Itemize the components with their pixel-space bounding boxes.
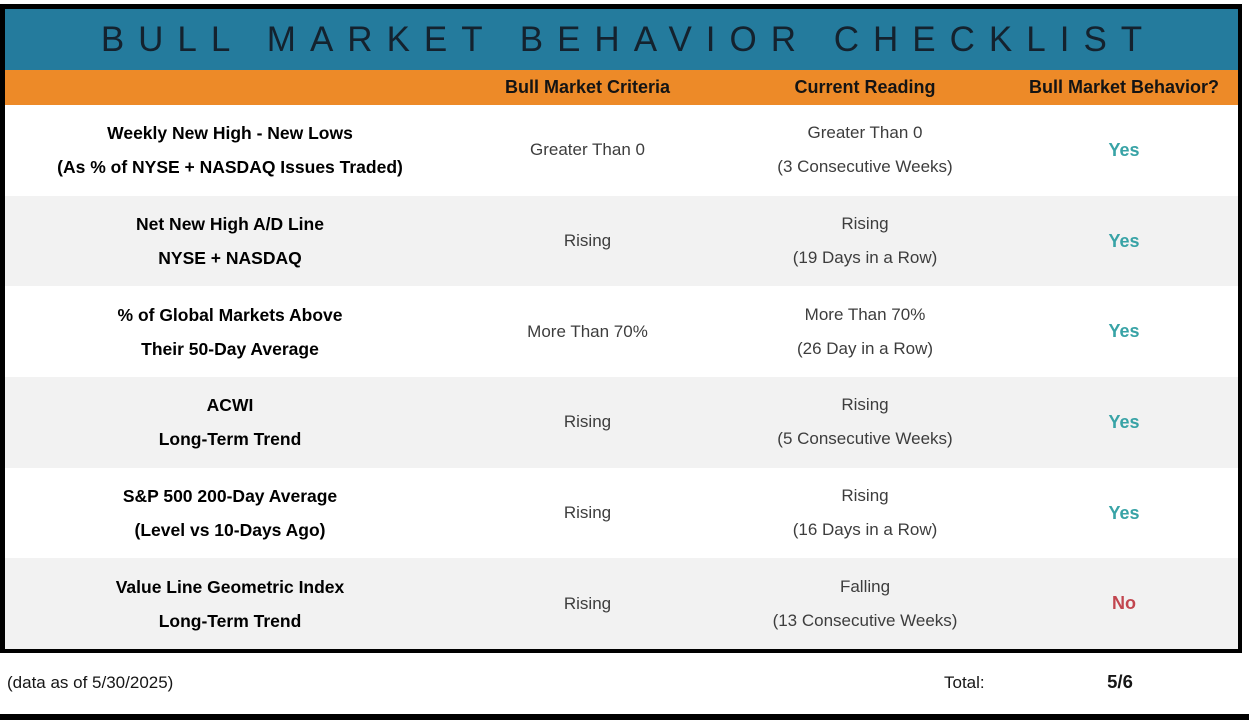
reading-line-1: Greater Than 0 xyxy=(807,123,923,143)
title-band: BULL MARKET BEHAVIOR CHECKLIST xyxy=(5,9,1238,70)
behavior-cell: Yes xyxy=(1010,196,1238,287)
behavior-cell: Yes xyxy=(1010,286,1238,377)
table-body: Weekly New High - New Lows (As % of NYSE… xyxy=(5,105,1238,650)
indicator-line-1: S&P 500 200-Day Average xyxy=(122,486,338,507)
table-row: % of Global Markets Above Their 50-Day A… xyxy=(5,286,1238,378)
criteria-value: Rising xyxy=(563,503,612,523)
behavior-value: Yes xyxy=(1108,411,1140,432)
behavior-cell: Yes xyxy=(1010,468,1238,559)
reading-line-2: (19 Days in a Row) xyxy=(792,248,938,267)
behavior-value: Yes xyxy=(1108,139,1140,160)
indicator-cell: Value Line Geometric Index Long-Term Tre… xyxy=(5,558,455,649)
reading-line-1: Rising xyxy=(841,214,889,233)
page-title: BULL MARKET BEHAVIOR CHECKLIST xyxy=(100,19,1157,59)
indicator-line-2: Long-Term Trend xyxy=(158,610,302,631)
table-row: Value Line Geometric Index Long-Term Tre… xyxy=(5,558,1238,650)
table-row: S&P 500 200-Day Average (Level vs 10-Day… xyxy=(5,467,1238,559)
indicator-cell: Net New High A/D Line NYSE + NASDAQ xyxy=(5,196,455,287)
behavior-value: No xyxy=(1112,593,1136,614)
total-value: 5/6 xyxy=(1107,671,1133,692)
reading-cell: Greater Than 0 (3 Consecutive Weeks) xyxy=(720,105,1010,196)
indicator-line-2: (Level vs 10-Days Ago) xyxy=(134,520,326,541)
indicator-cell: % of Global Markets Above Their 50-Day A… xyxy=(5,286,455,377)
column-header-behavior: Bull Market Behavior? xyxy=(1028,77,1220,97)
table-row: Weekly New High - New Lows (As % of NYSE… xyxy=(5,105,1238,196)
indicator-line-1: Net New High A/D Line xyxy=(136,214,324,234)
footer-bar: (data as of 5/30/2025) Total: 5/6 xyxy=(0,653,1249,720)
reading-line-2: (13 Consecutive Weeks) xyxy=(772,610,958,630)
criteria-value: More Than 70% xyxy=(527,321,648,341)
table-row: ACWI Long-Term Trend Rising Rising (5 Co… xyxy=(5,377,1238,468)
reading-line-2: (5 Consecutive Weeks) xyxy=(777,429,953,449)
reading-cell: Falling (13 Consecutive Weeks) xyxy=(720,558,1010,649)
behavior-value: Yes xyxy=(1108,230,1140,251)
criteria-value: Rising xyxy=(563,412,612,432)
behavior-value: Yes xyxy=(1108,321,1140,342)
table-row: Net New High A/D Line NYSE + NASDAQ Risi… xyxy=(5,195,1238,287)
reading-line-2: (26 Day in a Row) xyxy=(796,338,934,358)
reading-cell: More Than 70% (26 Day in a Row) xyxy=(720,286,1010,377)
reading-line-1: More Than 70% xyxy=(804,304,926,324)
reading-cell: Rising (19 Days in a Row) xyxy=(720,196,1010,287)
column-header-reading: Current Reading xyxy=(794,77,936,97)
indicator-cell: ACWI Long-Term Trend xyxy=(5,377,455,468)
criteria-cell: Rising xyxy=(455,558,720,649)
column-header-criteria: Bull Market Criteria xyxy=(504,77,671,97)
criteria-cell: Greater Than 0 xyxy=(455,105,720,196)
behavior-value: Yes xyxy=(1108,502,1140,523)
criteria-cell: Rising xyxy=(455,196,720,287)
indicator-cell: S&P 500 200-Day Average (Level vs 10-Day… xyxy=(5,468,455,559)
indicator-line-1: Value Line Geometric Index xyxy=(115,576,345,597)
behavior-cell: Yes xyxy=(1010,377,1238,468)
indicator-line-2: Long-Term Trend xyxy=(158,429,302,450)
criteria-cell: Rising xyxy=(455,377,720,468)
criteria-cell: Rising xyxy=(455,468,720,559)
reading-cell: Rising (5 Consecutive Weeks) xyxy=(720,377,1010,468)
criteria-cell: More Than 70% xyxy=(455,286,720,377)
behavior-cell: No xyxy=(1010,558,1238,649)
criteria-value: Rising xyxy=(563,231,612,250)
criteria-value: Rising xyxy=(563,593,612,613)
behavior-cell: Yes xyxy=(1010,105,1238,196)
criteria-value: Greater Than 0 xyxy=(530,140,645,160)
reading-line-1: Rising xyxy=(841,486,889,506)
checklist-table: BULL MARKET BEHAVIOR CHECKLIST Bull Mark… xyxy=(0,4,1242,653)
indicator-line-2: Their 50-Day Average xyxy=(141,338,319,359)
reading-line-2: (16 Days in a Row) xyxy=(792,520,938,540)
indicator-line-1: Weekly New High - New Lows xyxy=(107,123,353,144)
reading-line-1: Rising xyxy=(841,395,889,415)
indicator-line-1: ACWI xyxy=(206,395,254,416)
indicator-line-1: % of Global Markets Above xyxy=(117,304,343,325)
total-label: Total: xyxy=(944,673,985,692)
reading-line-1: Falling xyxy=(839,576,891,596)
indicator-line-2: (As % of NYSE + NASDAQ Issues Traded) xyxy=(57,157,403,178)
indicator-cell: Weekly New High - New Lows (As % of NYSE… xyxy=(5,105,455,196)
data-as-of-note: (data as of 5/30/2025) xyxy=(7,673,174,692)
table-header-row: Bull Market Criteria Current Reading Bul… xyxy=(5,70,1238,105)
reading-cell: Rising (16 Days in a Row) xyxy=(720,468,1010,559)
reading-line-2: (3 Consecutive Weeks) xyxy=(777,157,953,177)
indicator-line-2: NYSE + NASDAQ xyxy=(158,248,302,268)
